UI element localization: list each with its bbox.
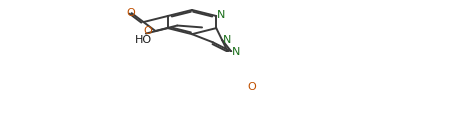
Text: O: O <box>126 8 135 18</box>
Text: O: O <box>144 26 152 36</box>
Text: O: O <box>248 82 256 92</box>
Text: HO: HO <box>136 35 152 45</box>
Text: N: N <box>232 47 240 57</box>
Text: N: N <box>223 35 231 45</box>
Text: N: N <box>217 10 225 20</box>
